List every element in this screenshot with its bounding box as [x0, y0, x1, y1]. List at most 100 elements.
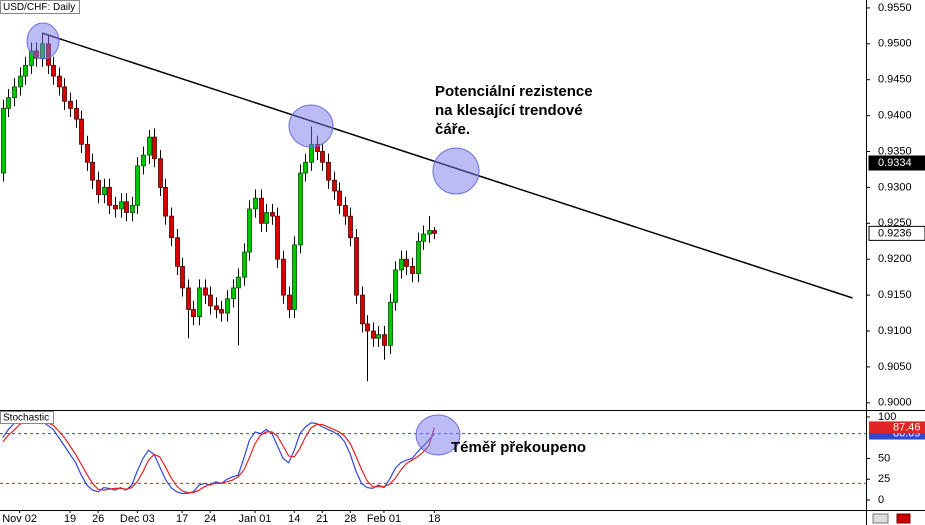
- candle-body: [275, 215, 280, 260]
- candle-body: [432, 230, 437, 234]
- candle-body: [18, 75, 23, 88]
- y-tick-label: 0.9450: [878, 74, 912, 86]
- candle-body: [247, 208, 252, 253]
- candle-body: [332, 179, 337, 192]
- candle-body: [1, 108, 6, 174]
- highlight-circle: [288, 104, 334, 148]
- toolbar-icon[interactable]: [872, 513, 889, 524]
- candle-body: [382, 334, 387, 346]
- candle-body: [203, 287, 208, 296]
- price-tag-label: 0.9334: [878, 157, 912, 169]
- y-tick-label: 0: [878, 494, 884, 506]
- y-tick-label: 0.9500: [878, 38, 912, 50]
- candle-body: [62, 86, 67, 102]
- candle-body: [298, 172, 303, 246]
- x-tick-label: 17: [176, 513, 188, 525]
- candle-body: [320, 151, 325, 163]
- x-tick-label: 26: [92, 513, 104, 525]
- title-box: [0, 0, 80, 14]
- x-tick-label: 14: [288, 513, 300, 525]
- candle-body: [354, 237, 359, 296]
- candle-body: [416, 240, 421, 274]
- candle-body: [264, 212, 269, 224]
- candle-body: [393, 269, 398, 303]
- candle-body: [191, 309, 196, 318]
- candle-body: [231, 287, 236, 300]
- x-tick-label: Nov 02: [2, 513, 37, 525]
- candle-body: [404, 258, 409, 267]
- panel-title: Stochastic: [3, 413, 49, 424]
- y-tick-label: 0.9000: [878, 397, 912, 409]
- candle-body: [68, 100, 73, 109]
- title-box: [0, 411, 54, 424]
- candle-body: [219, 309, 224, 314]
- candle-body: [85, 143, 90, 163]
- highlight-circle: [432, 147, 480, 195]
- y-tick-label: 0.9200: [878, 253, 912, 265]
- candle-body: [343, 204, 348, 217]
- highlight-circle: [415, 414, 461, 456]
- candle-body: [113, 204, 118, 210]
- annotation: Téměř překoupeno: [451, 439, 586, 456]
- x-tick-label: Jan 01: [239, 513, 272, 525]
- y-tick-label: 100: [878, 411, 896, 423]
- candle-body: [253, 197, 258, 210]
- chart-title: USD/CHF: Daily: [3, 2, 75, 13]
- candle-body: [102, 187, 107, 195]
- candle-body: [158, 158, 163, 188]
- price-tag: [868, 155, 925, 171]
- candle-body: [365, 323, 370, 332]
- y-tick-label: 0.9300: [878, 181, 912, 193]
- candle-body: [225, 298, 230, 314]
- y-tick-label: 0.9550: [878, 2, 912, 14]
- x-tick-label: 28: [344, 513, 356, 525]
- price-tag-label: 0.9236: [878, 227, 912, 239]
- candle-body: [180, 265, 185, 289]
- candle-body: [175, 237, 180, 267]
- candle-body: [421, 233, 426, 242]
- candle-body: [119, 201, 124, 210]
- toolbar-icon[interactable]: [896, 513, 911, 524]
- y-tick-label: 50: [878, 452, 890, 464]
- candle-body: [197, 287, 202, 318]
- annotation: Potenciální rezistence: [435, 83, 593, 100]
- annotation: čáře.: [435, 121, 470, 138]
- candle-body: [107, 187, 112, 206]
- candle-body: [427, 230, 432, 235]
- value-tag: [869, 421, 925, 434]
- candle-body: [410, 265, 415, 274]
- y-tick-label: 0.9400: [878, 110, 912, 122]
- candle-body: [79, 118, 84, 145]
- candle-body: [23, 64, 28, 77]
- x-tick-label: 19: [64, 513, 76, 525]
- candle-body: [348, 215, 353, 239]
- candle-body: [163, 187, 168, 217]
- y-tick-label: 0.9050: [878, 361, 912, 373]
- candle-body: [360, 294, 365, 325]
- candle-body: [208, 294, 213, 307]
- x-tick-label: 24: [204, 513, 216, 525]
- x-tick-label: 21: [316, 513, 328, 525]
- candle-body: [292, 244, 297, 310]
- candle-body: [169, 215, 174, 239]
- y-tick-label: 0.9150: [878, 289, 912, 301]
- value-tag-label: 87.46: [893, 421, 921, 433]
- candle-body: [124, 201, 129, 213]
- stochastic-line: [2, 420, 435, 494]
- candle-body: [152, 136, 157, 160]
- candle-body: [259, 197, 264, 224]
- candle-body: [242, 251, 247, 278]
- candle-body: [90, 161, 95, 181]
- candle-body: [135, 165, 140, 206]
- x-tick-label: Feb 01: [367, 513, 401, 525]
- candle-body: [74, 108, 79, 120]
- highlight-circle: [26, 22, 60, 60]
- y-tick-label: 0.9100: [878, 325, 912, 337]
- candle-body: [326, 161, 331, 181]
- candle-body: [270, 212, 275, 217]
- x-tick-label: Dec 03: [120, 513, 155, 525]
- candle-body: [12, 86, 17, 99]
